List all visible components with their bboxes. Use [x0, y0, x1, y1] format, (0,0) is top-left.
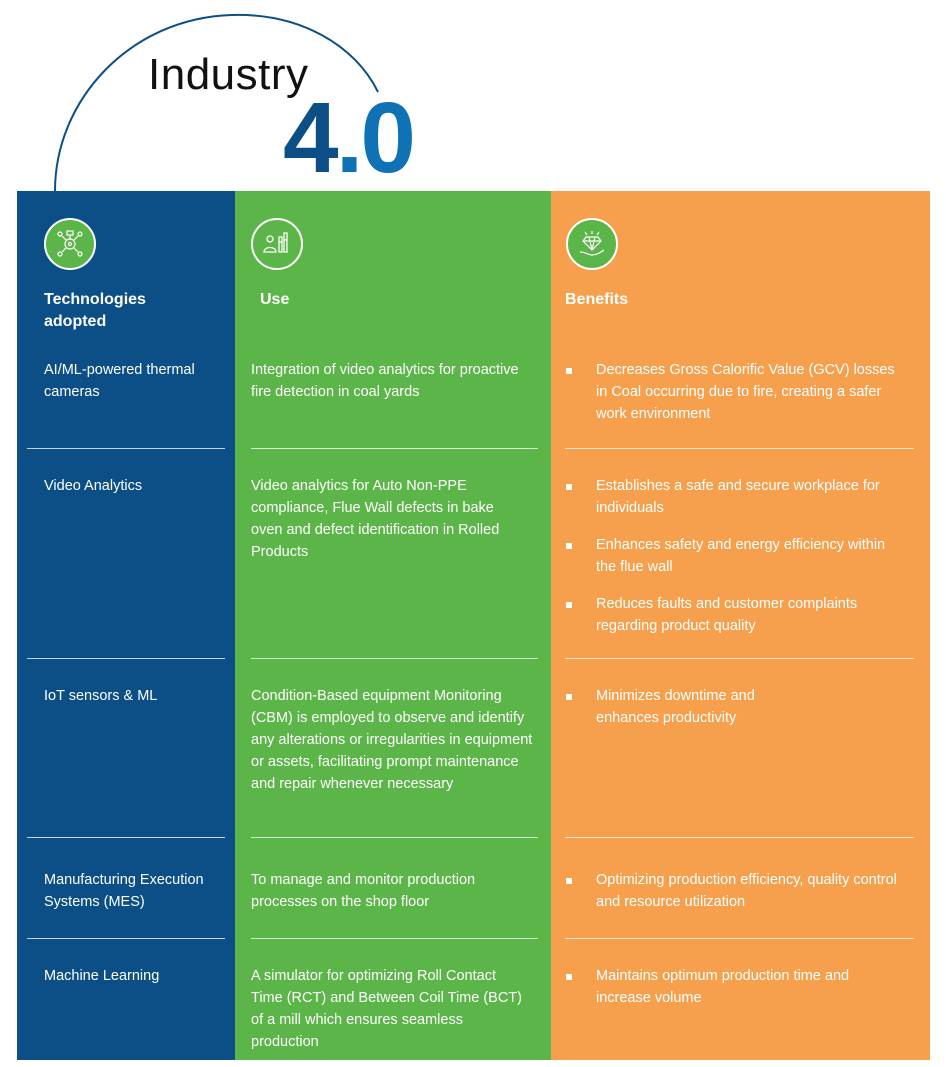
row-divider [251, 837, 538, 838]
row-divider [251, 448, 538, 449]
title-number-decimal: .0 [335, 82, 416, 194]
row-divider [565, 837, 914, 838]
row-divider [565, 658, 914, 659]
benefits-column [551, 191, 930, 1060]
title-number-4: 4 [283, 82, 339, 194]
row-divider [565, 448, 914, 449]
use-header: Use [260, 291, 290, 308]
use-column [235, 191, 551, 1060]
people-stats-icon [251, 218, 303, 270]
row-5-benefits: Maintains optimum production time and in… [566, 965, 866, 1009]
row-3-benefits: Minimizes downtime and enhances producti… [566, 685, 786, 729]
title-arc [54, 13, 379, 192]
technologies-header: Technologies adopted [44, 291, 146, 330]
title-number: 4.0 [283, 88, 416, 188]
row-2-technology: Video Analytics [44, 478, 143, 494]
title-word: Industry [148, 50, 309, 99]
benefit-item: Establishes a safe and secure workplace … [566, 475, 896, 519]
row-5-use: A simulator for optimizing Roll Contact … [251, 968, 522, 1050]
benefit-item: Decreases Gross Calorific Value (GCV) lo… [566, 359, 896, 425]
row-divider [27, 448, 225, 449]
row-divider [27, 658, 225, 659]
row-4-benefits: Optimizing production efficiency, qualit… [566, 869, 906, 913]
row-divider [251, 658, 538, 659]
benefit-item: Enhances safety and energy efficiency wi… [566, 534, 896, 578]
technologies-column [17, 191, 235, 1060]
row-3-technology: IoT sensors & ML [44, 688, 158, 704]
row-1-technology: AI/ML-powered thermal cameras [44, 362, 195, 400]
row-5-technology: Machine Learning [44, 968, 160, 984]
benefits-header: Benefits [565, 291, 629, 308]
benefit-item: Optimizing production efficiency, qualit… [566, 869, 906, 913]
benefit-item: Reduces faults and customer complaints r… [566, 593, 896, 637]
diamond-hand-icon [566, 218, 618, 270]
row-3-use: Condition-Based equipment Monitoring (CB… [251, 688, 533, 792]
row-1-benefits: Decreases Gross Calorific Value (GCV) lo… [566, 359, 896, 425]
row-2-use: Video analytics for Auto Non-PPE complia… [251, 478, 500, 560]
row-divider [27, 837, 225, 838]
benefit-item: Maintains optimum production time and in… [566, 965, 866, 1009]
benefit-item: Minimizes downtime and enhances producti… [566, 685, 786, 729]
row-divider [27, 938, 225, 939]
row-divider [565, 938, 914, 939]
row-2-benefits: Establishes a safe and secure workplace … [566, 475, 896, 637]
ai-network-icon [44, 218, 96, 270]
row-1-use: Integration of video analytics for proac… [251, 362, 519, 400]
row-4-use: To manage and monitor production process… [251, 872, 476, 910]
row-4-technology: Manufacturing Execution Systems (MES) [44, 872, 204, 910]
row-divider [251, 938, 538, 939]
